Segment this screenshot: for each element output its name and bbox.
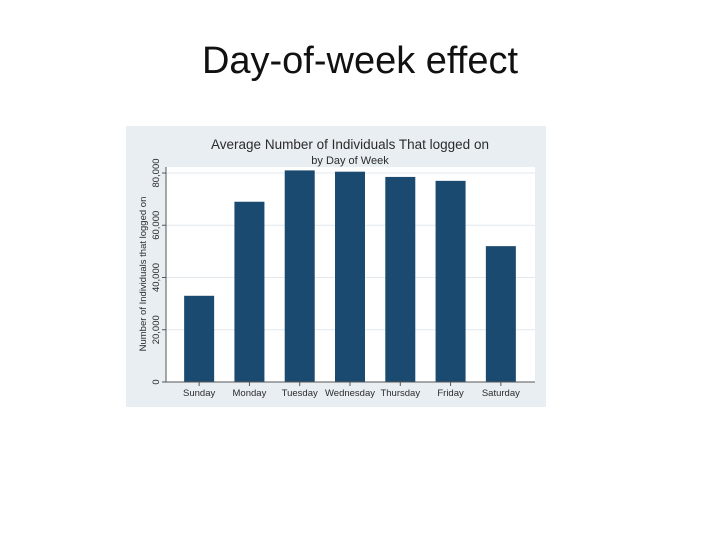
bar-wednesday — [335, 171, 365, 382]
chart-subtitle: by Day of Week — [311, 155, 389, 167]
bar-friday — [435, 180, 466, 382]
bar-tuesday — [284, 170, 315, 382]
y-tick-label: 80,000 — [151, 158, 162, 187]
x-tick-label: Sunday — [183, 388, 215, 399]
slide-title: Day-of-week effect — [201, 40, 519, 82]
bar-monday — [234, 201, 265, 382]
chart-title: Average Number of Individuals That logge… — [211, 137, 489, 152]
y-tick-label: 0 — [151, 379, 162, 384]
bar-thursday — [385, 176, 416, 382]
y-tick-label: 20,000 — [151, 315, 162, 344]
y-axis-label: Number of Individuals that logged on — [138, 197, 149, 352]
x-tick-label: Tuesday — [282, 388, 318, 399]
x-tick-label: Wednesday — [325, 388, 375, 399]
bar-saturday — [485, 246, 516, 382]
x-tick-label: Thursday — [380, 388, 420, 399]
y-tick-labels: 0 20,000 40,000 60,000 80,000 — [151, 158, 166, 385]
x-tick-label: Saturday — [482, 388, 520, 399]
x-tick-label: Friday — [437, 388, 464, 399]
x-tick-labels: Sunday Monday Tuesday Wednesday Thursday Frid… — [183, 382, 520, 399]
y-tick-label: 60,000 — [151, 211, 162, 240]
y-tick-label: 40,000 — [151, 263, 162, 292]
bar-sunday — [184, 295, 215, 382]
x-tick-label: Monday — [233, 388, 267, 399]
chart-canvas: 0 20,000 40,000 60,000 80,000 Sunday Monday Tu… — [138, 137, 535, 399]
bars — [184, 170, 516, 382]
bar-chart: 0 20,000 40,000 60,000 80,000 Sunday Monday Tu… — [126, 126, 546, 407]
